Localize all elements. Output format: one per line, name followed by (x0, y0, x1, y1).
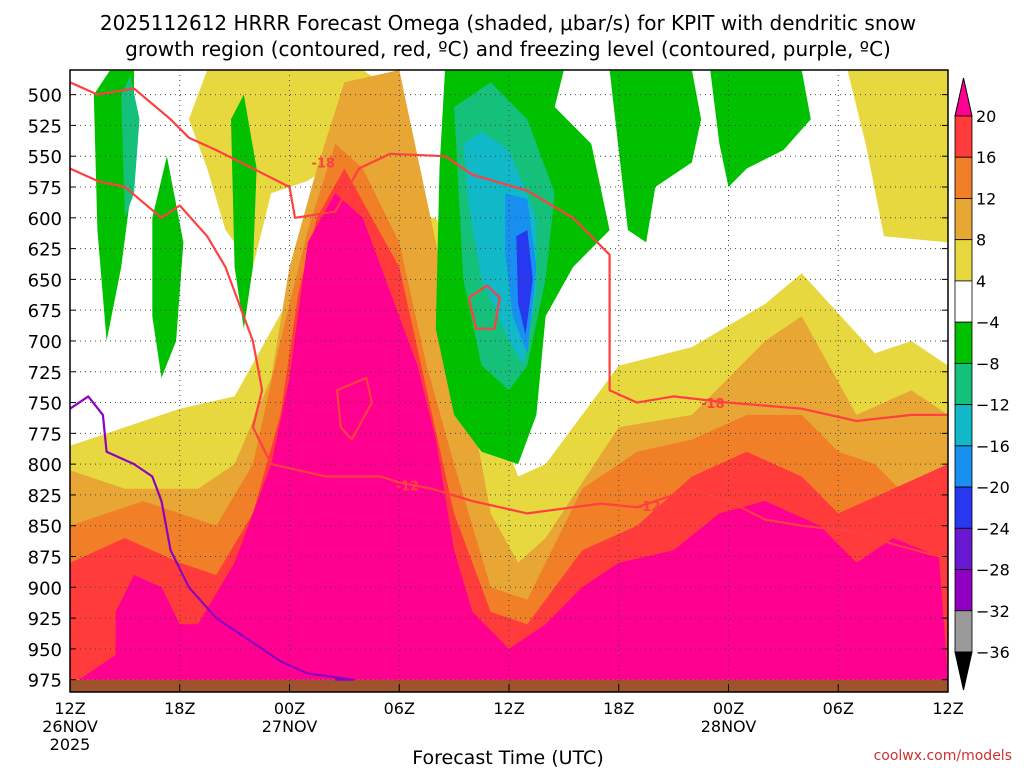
colorbar-label: −12 (976, 396, 1010, 415)
y-tick-label: 500 (28, 86, 62, 107)
y-tick-label: 875 (28, 548, 62, 569)
y-tick-label: 825 (28, 486, 62, 507)
colorbar-label: −28 (976, 561, 1010, 580)
y-tick-label: 525 (28, 116, 62, 137)
x-tick-label: 12Z (932, 699, 963, 718)
contour-line-3 (336, 376, 373, 441)
x-tick-label: 12Z (54, 699, 85, 718)
colorbar-swatch (954, 486, 973, 529)
omega-shading (70, 70, 948, 680)
colorbar-label: −36 (976, 643, 1010, 662)
y-tick-label: 650 (28, 270, 62, 291)
shade-region-14 (121, 76, 140, 218)
shade-region-12 (231, 94, 257, 329)
colorbar-swatch (954, 198, 973, 241)
colorbar-label: 4 (976, 272, 986, 291)
grid-lines (70, 70, 948, 692)
colorbar-label: 16 (976, 148, 996, 167)
y-tick-label: 675 (28, 301, 62, 322)
colorbar-label: −16 (976, 437, 1010, 456)
colorbar-label: 12 (976, 189, 996, 208)
colorbar-label: −24 (976, 519, 1010, 538)
y-tick-label: 975 (28, 671, 62, 692)
contour-label: -12 (637, 500, 661, 515)
shade-region-1 (847, 70, 948, 243)
y-tick-label: 575 (28, 178, 62, 199)
x-tick-label: 00Z (274, 699, 305, 718)
colorbar-swatch (954, 156, 973, 199)
colorbar: 20 16 12 8 4 −4 −8 −12 −16 −20 −24 −28 −32 −36 (954, 77, 1010, 691)
x-tick-label: 26NOV (42, 717, 98, 736)
colorbar-swatch (954, 362, 973, 406)
y-tick-label: 625 (28, 240, 62, 261)
contour-label: -18 (311, 157, 335, 172)
colorbar-label: 8 (976, 231, 986, 250)
y-tick-label: 775 (28, 424, 62, 445)
x-tick-label: 00Z (713, 699, 744, 718)
y-tick-label: 850 (28, 517, 62, 538)
y-tick-label: 925 (28, 609, 62, 630)
x-tick-label: 2025 (50, 735, 91, 754)
chart-title: 2025112612 HRRR Forecast Omega (shaded, … (100, 11, 916, 61)
colorbar-swatch (954, 610, 973, 653)
shade-region-11 (152, 156, 184, 378)
x-axis-label: Forecast Time (UTC) (412, 747, 603, 768)
contour-label: -18 (701, 397, 725, 412)
shade-region-17 (516, 230, 533, 335)
title-line: growth region (contoured, red, ºC) and f… (125, 37, 891, 61)
x-tick-label: 27NOV (262, 717, 318, 736)
y-tick-label: 725 (28, 363, 62, 384)
x-tick-label: 12Z (493, 699, 524, 718)
colorbar-swatch (954, 527, 973, 570)
colorbar-cap-top (954, 77, 973, 117)
colorbar-label: −32 (976, 602, 1010, 621)
contour-label: -12 (396, 479, 420, 494)
y-tick-label: 750 (28, 394, 62, 415)
x-tick-label: 06Z (384, 699, 415, 718)
colorbar-swatch (954, 404, 973, 447)
colorbar-swatch (954, 321, 973, 364)
shade-region-9 (710, 70, 811, 187)
y-tick-label: 600 (28, 209, 62, 230)
y-tick-label: 900 (28, 578, 62, 599)
y-tick-label: 800 (28, 455, 62, 476)
colorbar-cap-bottom (954, 651, 973, 691)
x-tick-label: 28NOV (701, 717, 757, 736)
colorbar-swatch (954, 280, 973, 323)
y-tick-label: 700 (28, 332, 62, 353)
credit-text: coolwx.com/models (874, 748, 1012, 764)
colorbar-label: −8 (976, 354, 1000, 373)
x-tick-label: 18Z (603, 699, 634, 718)
y-tick-label: 950 (28, 640, 62, 661)
x-tick-label: 06Z (823, 699, 854, 718)
colorbar-label: −20 (976, 478, 1010, 497)
x-tick-label: 18Z (164, 699, 195, 718)
colorbar-swatch (954, 569, 973, 612)
title-line: 2025112612 HRRR Forecast Omega (shaded, … (100, 11, 916, 35)
temperature-contours: -18 -18 -12 -12 (70, 81, 948, 681)
contour-line-1 (70, 167, 948, 558)
colorbar-label: −4 (976, 313, 1000, 332)
colorbar-label: 20 (976, 107, 996, 126)
colorbar-swatch (954, 115, 973, 158)
contour-line-0 (70, 81, 948, 423)
y-tick-label: 550 (28, 147, 62, 168)
colorbar-swatch (954, 239, 973, 282)
shade-region-6 (79, 193, 948, 680)
y-axis: 500 525 550 575 600 625 650 675 700 725 750 775 800 8… (28, 86, 948, 692)
contour-line-4 (70, 395, 355, 681)
contour-line-2 (467, 284, 501, 330)
colorbar-swatch (954, 445, 973, 488)
